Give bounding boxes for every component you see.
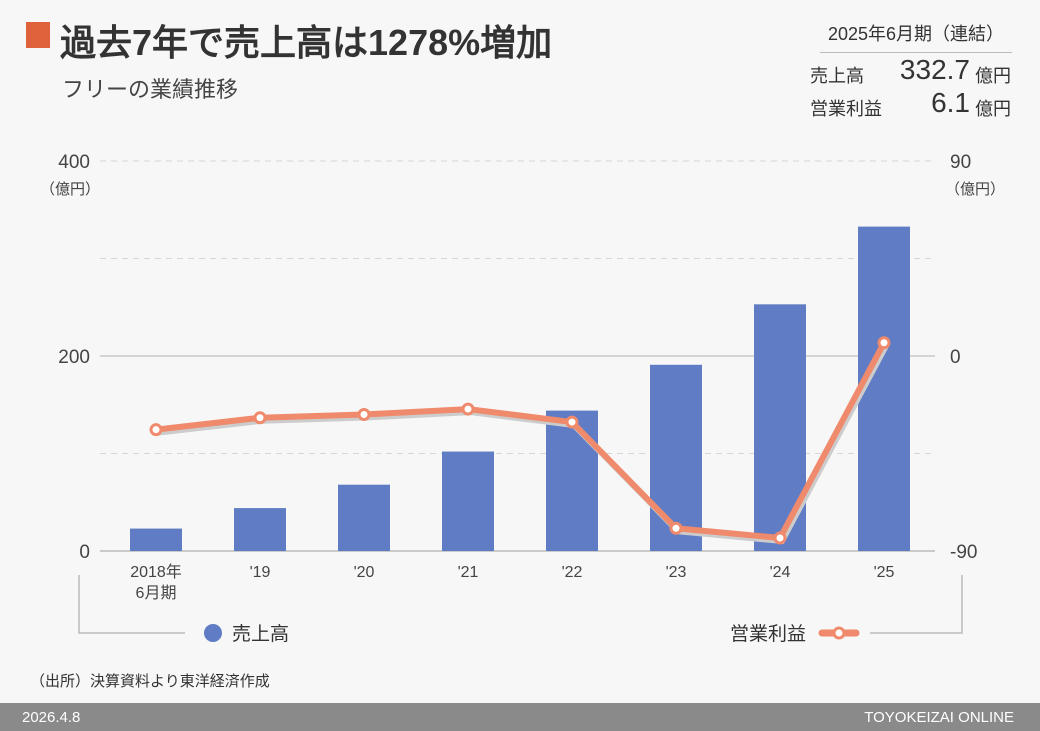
bar-revenue [546, 410, 598, 551]
left-tick-label: 400 [58, 152, 90, 173]
line-op-income [155, 341, 887, 541]
summary-op-unit: 億円 [975, 99, 1011, 119]
right-tick-label: 0 [950, 347, 961, 368]
legend-swatch-op-marker [832, 626, 846, 640]
summary-op-value: 6.1 [931, 87, 970, 118]
x-tick-label: 2018年 6月期 [130, 563, 182, 602]
chart-subtitle: フリーの業績推移 [62, 77, 239, 102]
marker-op-income [253, 411, 267, 425]
x-tick-label: '20 [354, 564, 375, 581]
marker-op-income [877, 336, 891, 350]
footer-brand: TOYOKEIZAI ONLINE [864, 709, 1014, 726]
footer-date: 2026.4.8 [22, 709, 81, 726]
source-note: （出所）決算資料より東洋経済作成 [30, 673, 270, 690]
marker-op-income [565, 415, 579, 429]
summary-revenue-unit: 億円 [975, 66, 1011, 86]
summary-revenue-value: 332.7 [899, 54, 970, 85]
bar-revenue [442, 451, 494, 551]
chart-title: 過去7年で売上高は1278%増加 [60, 22, 553, 63]
summary-period: 2025年6月期（連結） [820, 20, 1012, 53]
summary-op-label: 営業利益 [810, 99, 882, 119]
x-tick-label: '24 [770, 564, 791, 581]
right-axis-unit: （億円） [945, 181, 1005, 198]
legend-bracket-left [78, 575, 185, 634]
x-tick-label: '23 [666, 564, 687, 581]
bar-revenue [130, 528, 182, 551]
legend-swatch-revenue [204, 624, 222, 642]
marker-op-income [357, 408, 371, 421]
x-tick-label: '19 [250, 564, 271, 581]
x-tick-label: '21 [458, 564, 479, 581]
chart: 0 200 400 -90 0 90 （億円） （億円） 2018年 6月期 '19 '20 '21 '2… [40, 152, 1005, 645]
footer-bar: 2026.4.8 TOYOKEIZAI ONLINE [0, 703, 1040, 731]
left-tick-label: 200 [58, 347, 90, 368]
marker-op-income [461, 402, 475, 416]
right-tick-label: -90 [950, 542, 977, 563]
left-axis-unit: （億円） [40, 181, 100, 198]
legend-label-op: 営業利益 [730, 623, 806, 645]
marker-op-income [149, 423, 163, 437]
bar-revenue [650, 364, 702, 551]
x-tick-label: '22 [562, 564, 583, 581]
bar-revenue [338, 484, 390, 551]
x-tick-label: '25 [874, 564, 895, 581]
right-tick-label: 90 [950, 152, 971, 173]
bar-revenue [234, 508, 286, 551]
title-marker [26, 22, 50, 48]
marker-op-income [773, 531, 787, 545]
summary-revenue-label: 売上高 [810, 66, 864, 86]
legend-label-revenue: 売上高 [232, 623, 289, 645]
marker-op-income [669, 521, 683, 535]
bar-revenue [858, 226, 910, 551]
legend-bracket-right [870, 575, 963, 634]
left-tick-label: 0 [79, 542, 90, 563]
